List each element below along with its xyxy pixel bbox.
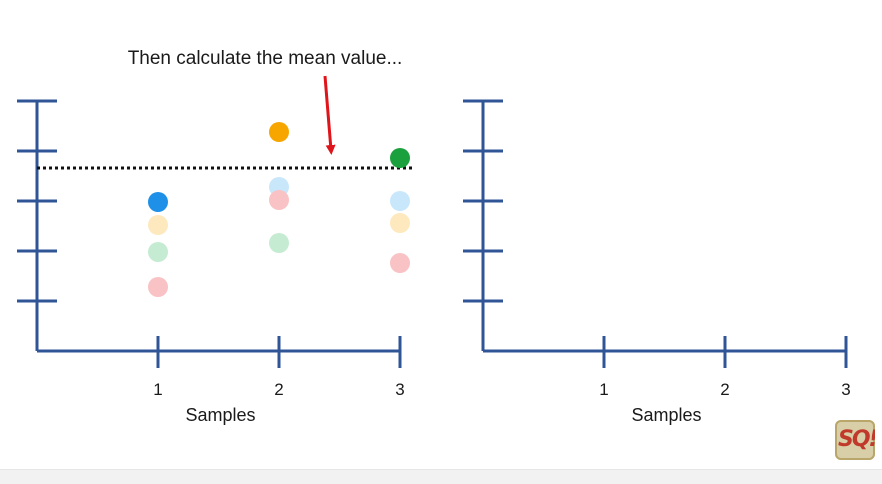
highlighted-point bbox=[269, 122, 289, 142]
highlighted-point bbox=[148, 192, 168, 212]
slide-caption: Then calculate the mean value... bbox=[127, 48, 403, 69]
x-tick-label: 2 bbox=[720, 380, 729, 399]
right-scatter-chart: 1 2 3 Samples bbox=[463, 99, 851, 425]
faded-point bbox=[148, 277, 168, 297]
faded-point bbox=[148, 215, 168, 235]
red-arrow-icon bbox=[323, 75, 336, 155]
highlighted-point bbox=[390, 148, 410, 168]
x-tick-label: 2 bbox=[274, 380, 283, 399]
faded-point bbox=[390, 213, 410, 233]
left-scatter-chart: 1 2 3 Samples bbox=[17, 99, 415, 425]
x-axis-label: Samples bbox=[631, 405, 701, 425]
logo-text: SQ! bbox=[838, 427, 875, 452]
x-axis-label: Samples bbox=[185, 405, 255, 425]
faded-point bbox=[269, 233, 289, 253]
bottom-strip bbox=[0, 469, 882, 484]
faded-point bbox=[390, 253, 410, 273]
faded-point bbox=[148, 242, 168, 262]
statquest-logo-icon: SQ! bbox=[835, 420, 875, 460]
x-tick-label: 1 bbox=[153, 380, 162, 399]
x-tick-label: 3 bbox=[395, 380, 404, 399]
faded-point bbox=[269, 190, 289, 210]
x-tick-label: 3 bbox=[841, 380, 850, 399]
faded-point bbox=[390, 191, 410, 211]
x-tick-label: 1 bbox=[599, 380, 608, 399]
